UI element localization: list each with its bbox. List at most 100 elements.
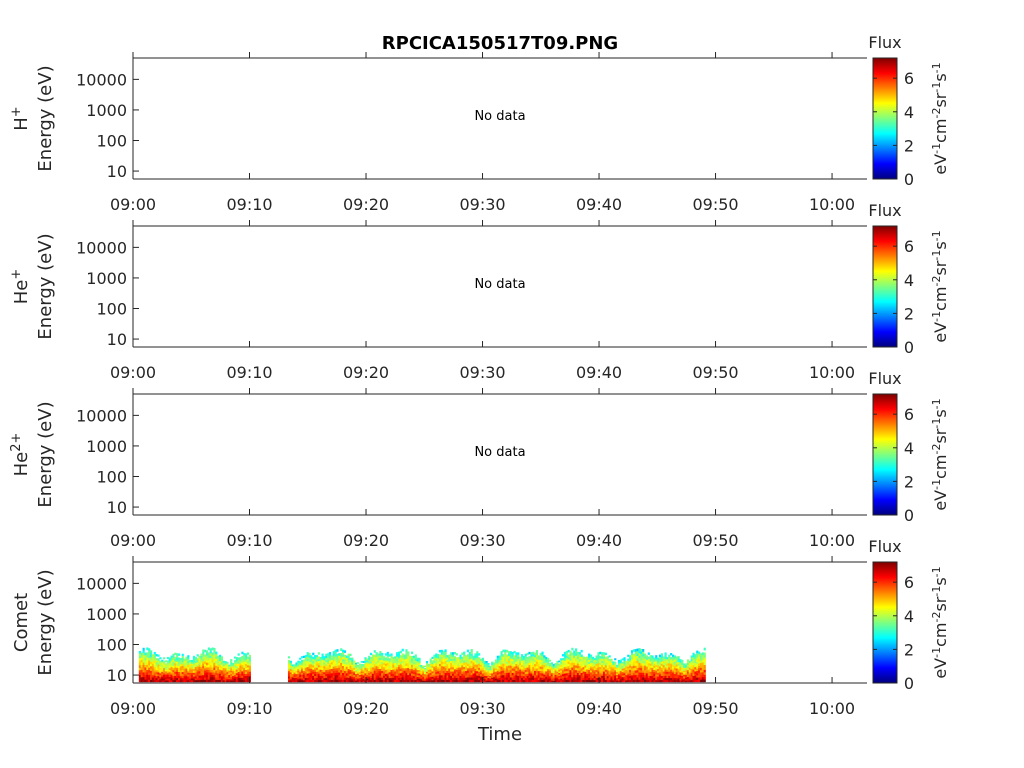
spectrogram-cell	[636, 655, 639, 659]
spectrogram-cell	[336, 672, 339, 676]
spectrogram-cell	[405, 679, 408, 683]
spectrogram-cell	[563, 660, 567, 663]
spectrogram-cell	[586, 664, 589, 668]
spectrogram-cell	[688, 671, 691, 674]
spectrogram-cell	[435, 657, 438, 660]
spectrogram-cell	[351, 657, 354, 660]
spectrogram-cell	[293, 672, 296, 674]
spectrogram-cell	[642, 656, 645, 659]
spectrogram-cell	[187, 678, 190, 681]
spectrogram-cell	[589, 664, 593, 667]
spectrogram-cell	[660, 661, 663, 664]
spectrogram-cell	[330, 661, 333, 665]
spectrogram-cell	[465, 677, 468, 680]
spectrogram-cell	[185, 679, 188, 683]
spectrogram-cell	[291, 679, 294, 681]
spectrogram-cell	[675, 658, 678, 661]
spectrogram-cell	[371, 660, 374, 664]
spectrogram-cell	[476, 660, 479, 663]
spectrogram-cell	[675, 660, 678, 663]
spectrogram-cell	[575, 662, 578, 666]
spectrogram-cell	[450, 677, 453, 681]
spectrogram-cell	[364, 680, 367, 683]
spectrogram-cell	[142, 657, 145, 661]
spectrogram-cell	[530, 673, 533, 676]
spectrogram-cell	[517, 675, 520, 678]
spectrogram-cell	[463, 668, 466, 672]
spectrogram-cell	[403, 675, 406, 678]
spectrogram-cell	[595, 669, 598, 673]
spectrogram-cell	[662, 677, 665, 681]
spectrogram-cell	[196, 671, 199, 675]
spectrogram-cell	[671, 666, 675, 669]
spectrogram-cell	[524, 673, 527, 677]
spectrogram-cell	[647, 669, 650, 672]
spectrogram-cell	[392, 673, 395, 676]
spectrogram-cell	[679, 668, 682, 671]
spectrogram-cell	[502, 668, 505, 671]
spectrogram-cell	[664, 669, 667, 672]
spectrogram-cell	[593, 669, 596, 673]
spectrogram-cell	[328, 671, 332, 674]
spectrogram-cell	[602, 677, 606, 681]
spectrogram-cell	[170, 655, 173, 658]
spectrogram-cell	[425, 672, 429, 675]
spectrogram-cell	[172, 661, 175, 665]
spectrogram-cell	[699, 669, 703, 673]
spectrogram-cell	[552, 667, 555, 670]
spectrogram-cell	[576, 672, 580, 676]
spectrogram-cell	[692, 654, 695, 658]
spectrogram-cell	[397, 664, 401, 668]
spectrogram-cell	[636, 679, 639, 683]
spectrogram-cell	[325, 669, 328, 673]
spectrogram-cell	[183, 668, 186, 671]
spectrogram-cell	[507, 655, 511, 659]
spectrogram-cell	[457, 657, 460, 660]
spectrogram-cell	[392, 656, 395, 660]
spectrogram-cell	[520, 662, 524, 666]
spectrogram-cell	[539, 675, 542, 678]
spectrogram-cell	[474, 655, 477, 659]
spectrogram-cell	[336, 665, 339, 669]
spectrogram-cell	[683, 679, 686, 681]
spectrogram-cell	[453, 669, 457, 672]
colorbar-title: Flux	[868, 33, 901, 52]
spectrogram-cell	[645, 677, 649, 680]
spectrogram-cell	[349, 663, 352, 667]
spectrogram-cell	[560, 666, 563, 669]
spectrogram-cell	[664, 654, 667, 657]
spectrogram-cell	[246, 679, 250, 683]
spectrogram-cell	[431, 656, 434, 659]
spectrogram-cell	[153, 675, 156, 678]
spectrogram-cell	[321, 665, 324, 668]
spectrogram-cell	[466, 656, 470, 660]
spectrogram-cell	[595, 679, 598, 683]
spectrogram-cell	[314, 659, 317, 662]
spectrogram-cell	[142, 676, 145, 680]
spectrogram-cell	[392, 679, 395, 683]
spectrogram-cell	[345, 668, 348, 672]
spectrogram-cell	[494, 668, 498, 671]
spectrogram-cell	[155, 658, 158, 661]
spectrogram-cell	[662, 669, 665, 672]
spectrogram-cell	[200, 664, 203, 667]
spectrogram-cell	[666, 673, 669, 676]
spectrogram-cell	[176, 679, 179, 683]
spectrogram-cell	[502, 677, 505, 680]
spectrogram-cell	[347, 655, 350, 659]
spectrogram-cell	[183, 670, 186, 673]
spectrogram-cell	[597, 658, 600, 661]
spectrogram-cell	[347, 653, 350, 657]
spectrogram-cell	[519, 663, 522, 666]
spectrogram-cell	[673, 665, 676, 668]
spectrogram-cell	[677, 676, 680, 679]
spectrogram-cell	[243, 671, 246, 674]
spectrogram-cell	[211, 662, 214, 665]
spectrogram-cell	[177, 653, 181, 656]
spectrogram-cell	[243, 667, 246, 670]
spectrogram-cell	[200, 673, 203, 676]
spectrogram-cell	[345, 679, 348, 683]
spectrogram-cell	[390, 667, 393, 670]
spectrogram-cell	[481, 668, 484, 671]
spectrogram-cell	[582, 673, 585, 676]
